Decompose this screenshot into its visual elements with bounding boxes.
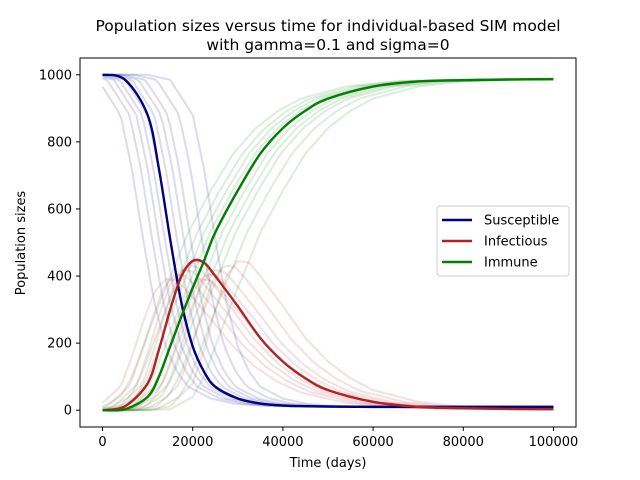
plot-area: [79, 57, 577, 428]
x-tick-label: 100000: [529, 435, 579, 450]
y-tick-label: 400: [47, 270, 72, 285]
y-tick-label: 200: [47, 337, 72, 352]
series-line-infectious: [102, 258, 554, 412]
legend: Susceptible Infectious Immune: [436, 205, 570, 277]
x-tick-label: 80000: [443, 435, 484, 450]
axes-frame: [79, 57, 577, 428]
x-axis-ticks: 0 20000 40000 60000 80000 100000: [98, 427, 578, 450]
y-axis-label: Population sizes: [14, 191, 29, 296]
series-line-immune: [102, 77, 554, 412]
y-tick-label: 600: [47, 202, 72, 217]
chart-title-line-1: Population sizes versus time for individ…: [95, 17, 560, 35]
x-tick-label: 20000: [172, 435, 213, 450]
legend-label-infectious: Infectious: [484, 235, 548, 250]
y-tick-label: 800: [47, 135, 72, 150]
x-tick-label: 0: [98, 435, 106, 450]
y-axis-ticks: 0 200 400 600 800 1000: [39, 68, 80, 419]
x-tick-label: 40000: [262, 435, 303, 450]
y-tick-label: 0: [64, 404, 72, 419]
y-tick-label: 1000: [39, 68, 72, 83]
x-axis-label: Time (days): [289, 456, 367, 471]
legend-box: [436, 205, 570, 277]
x-tick-label: 60000: [352, 435, 393, 450]
mean-series-lines: [102, 73, 554, 412]
legend-label-susceptible: Susceptible: [484, 214, 559, 229]
chart-title-line-2: with gamma=0.1 and sigma=0: [206, 36, 449, 54]
legend-label-immune: Immune: [484, 256, 538, 271]
